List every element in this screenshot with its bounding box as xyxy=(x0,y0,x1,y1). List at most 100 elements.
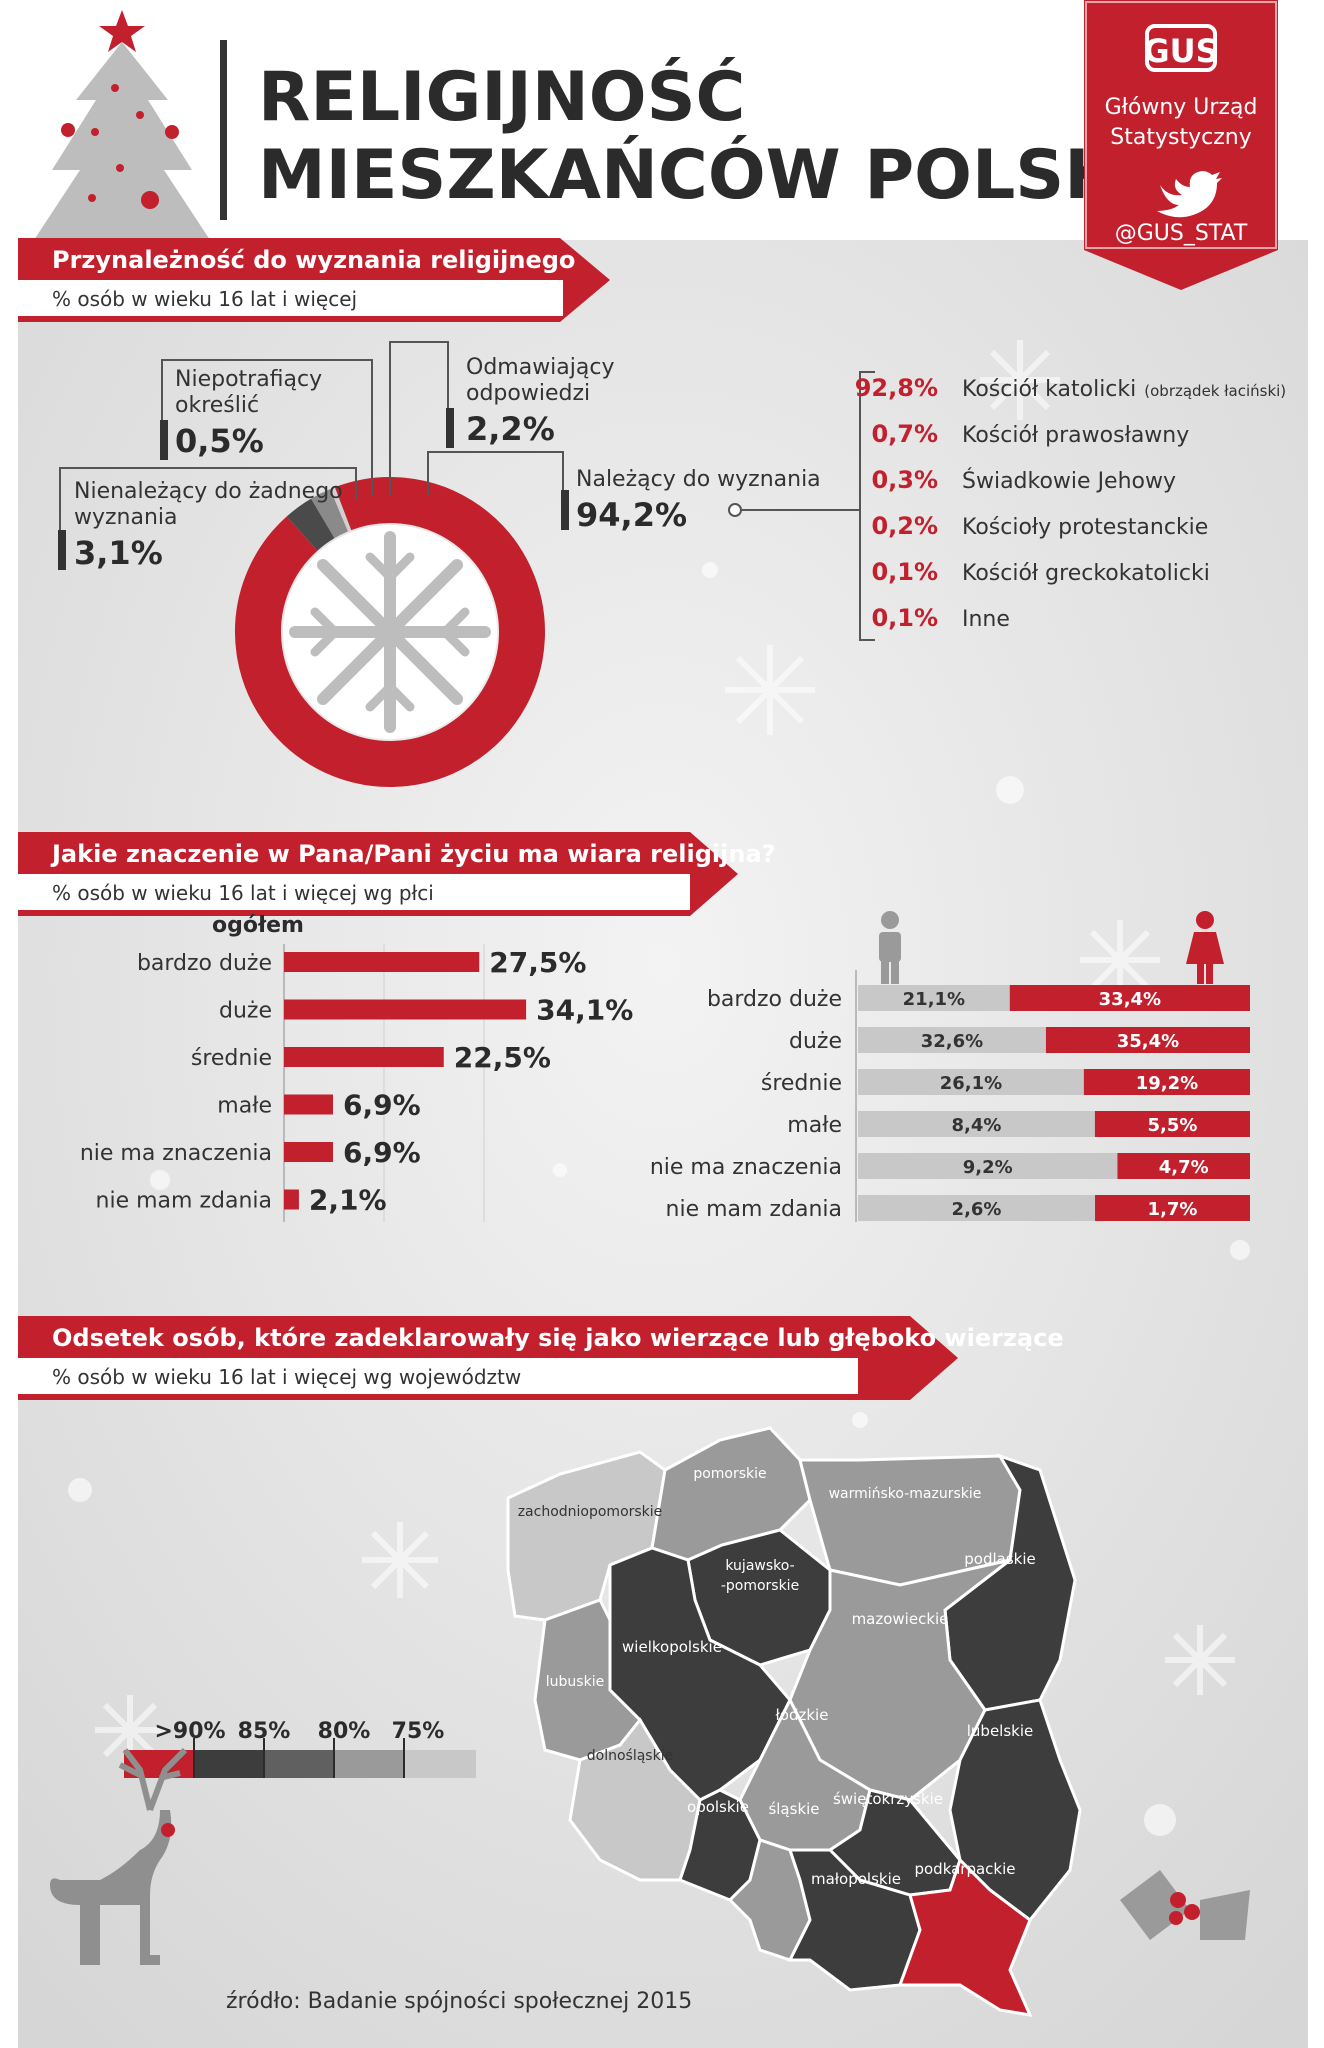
denomination-value: 0,3% xyxy=(871,466,938,494)
map-label-pomorskie: pomorskie xyxy=(693,1466,766,1482)
map-label-zachodniopomorskie: zachodniopomorskie xyxy=(518,1504,663,1520)
section2-subtitle: % osób w wieku 16 lat i więcej wg płci xyxy=(52,881,434,905)
female-icon xyxy=(1186,911,1224,984)
gender-bar-female xyxy=(1083,1069,1250,1095)
legend-swatch-80 xyxy=(264,1750,334,1778)
holly-icon xyxy=(1120,1870,1250,1940)
denomination-value: 92,8% xyxy=(855,374,938,402)
map-label-warminsko: warmińsko-mazurskie xyxy=(829,1486,982,1502)
section2-banner: Jakie znaczenie w Pana/Pani życiu ma wia… xyxy=(18,832,776,916)
map-labels: zachodniopomorskie pomorskie warmińsko-m… xyxy=(518,1466,1036,1888)
title-divider xyxy=(220,40,227,220)
overall-bar xyxy=(284,1047,444,1067)
legend-swatch-75 xyxy=(334,1750,404,1778)
gender-value-female: 1,7% xyxy=(1148,1199,1198,1220)
overall-bar xyxy=(284,1094,333,1115)
denomination-name: Kościół prawosławny xyxy=(962,423,1189,448)
overall-category-label: nie ma znaczenia xyxy=(80,1141,272,1166)
denominations-list: 92,8% Kościół katolicki (obrządek łaciński… xyxy=(855,374,1286,632)
gender-value-female: 5,5% xyxy=(1147,1115,1197,1136)
gender-value-male: 8,4% xyxy=(951,1115,1001,1136)
gender-bar-female xyxy=(1094,1111,1250,1137)
overall-category-label: małe xyxy=(217,1094,272,1119)
overall-value-label: 34,1% xyxy=(536,994,633,1027)
donut-slice-belonging xyxy=(235,477,545,787)
overall-bar xyxy=(284,1142,333,1162)
map-label-lodzkie: łódzkie xyxy=(776,1706,829,1724)
donut-label-refused-line1: Odmawiający xyxy=(466,355,615,380)
denomination-name: Kościół greckokatolicki xyxy=(962,561,1210,586)
gender-value-male: 26,1% xyxy=(940,1073,1002,1094)
donut-callouts xyxy=(59,341,875,641)
gender-bar-male xyxy=(858,1111,1095,1137)
overall-bar-chart: bardzo duże 27,5% duże 34,1% średnie 22,5% mał… xyxy=(80,944,633,1222)
overall-category-label: duże xyxy=(219,999,272,1024)
gender-category-label: bardzo duże xyxy=(707,987,842,1012)
donut-callout-bars xyxy=(58,408,569,570)
denomination-value: 0,2% xyxy=(871,512,938,540)
gender-bar-male xyxy=(858,1069,1084,1095)
legend-label-85: 85% xyxy=(238,1719,291,1744)
donut-label-nd-line1: Niepotrafiący xyxy=(175,367,322,392)
donut-value-refused: 2,2% xyxy=(466,410,555,448)
map-label-opolskie: opolskie xyxy=(687,1798,749,1816)
map-label-slaskie: śląskie xyxy=(768,1800,819,1818)
region-podkarpackie xyxy=(897,1857,1033,2017)
section1-subtitle: % osób w wieku 16 lat i więcej xyxy=(52,287,357,311)
donut-value-belonging: 94,2% xyxy=(576,496,687,534)
gender-value-male: 9,2% xyxy=(963,1157,1013,1178)
map-label-lubelskie: lubelskie xyxy=(967,1722,1034,1740)
christmas-tree-icon xyxy=(34,10,210,240)
map-label-mazowieckie: mazowieckie xyxy=(852,1610,949,1628)
map-label-malopolskie: małopolskie xyxy=(811,1870,901,1888)
map-label-lubuskie: lubuskie xyxy=(546,1674,604,1690)
donut-slice-refused xyxy=(311,488,349,539)
gender-value-female: 19,2% xyxy=(1136,1073,1198,1094)
gender-value-female: 4,7% xyxy=(1159,1157,1209,1178)
overall-value-label: 6,9% xyxy=(343,1136,421,1169)
section1-title: Przynależność do wyznania religijnego xyxy=(52,246,575,274)
section2-title: Jakie znaczenie w Pana/Pani życiu ma wia… xyxy=(50,840,776,868)
denomination-note: (obrządek łaciński) xyxy=(1144,382,1286,400)
overall-bar xyxy=(284,952,480,972)
overall-bar xyxy=(284,999,527,1020)
twitter-bird-icon xyxy=(1157,171,1222,218)
legend-label-90: >90% xyxy=(154,1719,225,1744)
overall-bar xyxy=(284,1189,299,1210)
gender-category-label: średnie xyxy=(761,1071,842,1096)
gender-bar-female xyxy=(1009,985,1250,1011)
denomination-value: 0,1% xyxy=(871,558,938,586)
denomination-name: Świadkowie Jehowy xyxy=(962,468,1176,494)
overall-category-label: nie mam zdania xyxy=(96,1189,272,1214)
map-label-wielkopolskie: wielkopolskie xyxy=(622,1638,722,1656)
gus-logo-text: GUS xyxy=(1143,32,1218,70)
donut-value-nd: 0,5% xyxy=(175,422,264,460)
denomination-name: Kościoły protestanckie xyxy=(962,515,1208,540)
denomination-value: 0,1% xyxy=(871,604,938,632)
gender-bar-male xyxy=(858,985,1010,1011)
twitter-handle: @GUS_STAT xyxy=(1115,221,1248,246)
decorative-snow-dots xyxy=(68,562,1250,1836)
map-label-podkarpackie: podkarpackie xyxy=(914,1860,1015,1878)
gender-bar-chart: bardzo duże 21,1% 33,4% duże 32,6% 35,4% średn… xyxy=(650,970,1250,1222)
snowflake-center-icon xyxy=(289,531,491,733)
denomination-value: 0,7% xyxy=(871,420,938,448)
gender-bar-female xyxy=(1095,1195,1250,1221)
source-note: źródło: Badanie spójności społecznej 201… xyxy=(226,1989,692,2014)
gender-value-male: 2,6% xyxy=(952,1199,1002,1220)
map-label-kujawsko-line1: kujawsko- xyxy=(725,1558,794,1574)
page-title-line2: MIESZKAŃCÓW POLSKI xyxy=(258,135,1142,215)
poland-map xyxy=(506,1426,1082,2017)
gender-bar-male xyxy=(858,1153,1118,1179)
donut-label-none-line1: Nienależący do żadnego xyxy=(74,479,343,504)
donut-label-none-line2: wyznania xyxy=(74,505,178,530)
legend-swatch-below xyxy=(404,1750,476,1778)
map-label-podlaskie: podlaskie xyxy=(964,1550,1035,1568)
gender-category-label: duże xyxy=(789,1029,842,1054)
section3-banner: Odsetek osób, które zadeklarowały się ja… xyxy=(18,1316,1064,1400)
gus-logo-icon xyxy=(1145,24,1217,72)
map-label-dolnoslaskie: dolnośląskie xyxy=(587,1748,673,1764)
legend-label-75: 75% xyxy=(392,1719,445,1744)
gender-category-label: małe xyxy=(787,1113,842,1138)
